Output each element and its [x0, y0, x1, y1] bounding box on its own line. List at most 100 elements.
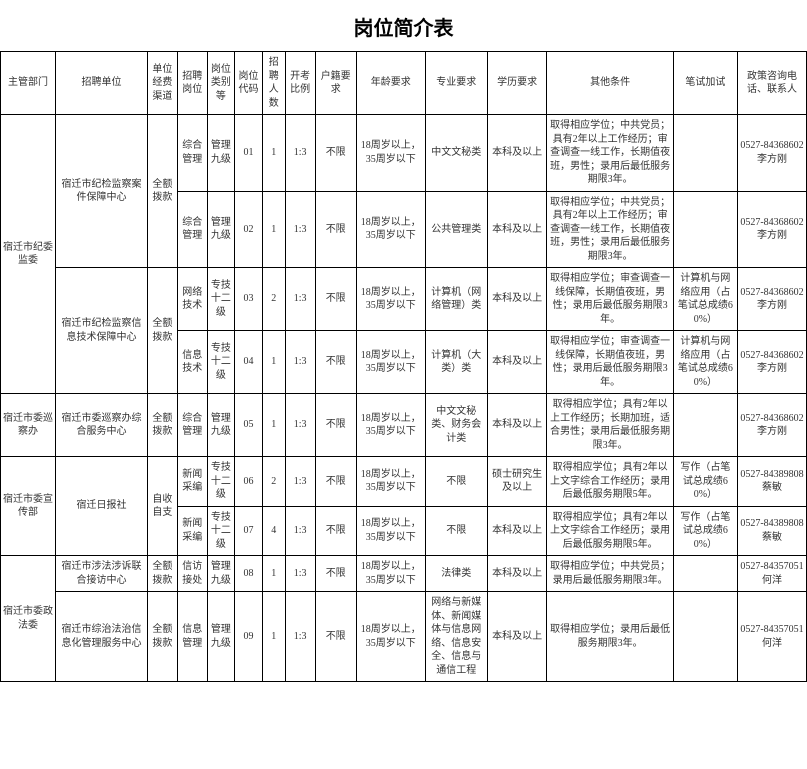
cell-edu: 本科及以上: [487, 115, 547, 192]
cell-cat: 专技十二级: [207, 331, 235, 394]
cell-code: 03: [235, 268, 263, 331]
cell-age: 18周岁以上，35周岁以下: [356, 506, 425, 556]
cell-major: 计算机（网络管理）类: [425, 268, 487, 331]
cell-major: 公共管理类: [425, 191, 487, 268]
col-dept: 主管部门: [1, 52, 56, 115]
cell-post: 综合管理: [177, 191, 207, 268]
cell-ratio: 1:3: [285, 394, 315, 457]
cell-huji: 不限: [315, 191, 356, 268]
cell-dept: 宿迁市委巡察办: [1, 394, 56, 457]
cell-fund: 全额拨款: [147, 592, 177, 682]
cell-fund: 全额拨款: [147, 268, 177, 394]
col-code: 岗位代码: [235, 52, 263, 115]
table-row: 宿迁市委政法委宿迁市涉法涉诉联合接访中心全额拨款信访接处管理九级0811:3不限…: [1, 556, 807, 592]
cell-cat: 管理九级: [207, 191, 235, 268]
cell-post: 网络技术: [177, 268, 207, 331]
cell-huji: 不限: [315, 331, 356, 394]
cell-major: 不限: [425, 506, 487, 556]
cell-major: 中文文秘类、财务会计类: [425, 394, 487, 457]
cell-other: 取得相应学位；中共党员；具有2年以上工作经历；审查调查一线工作，长期值夜班，男性…: [547, 115, 673, 192]
cell-huji: 不限: [315, 394, 356, 457]
cell-post: 综合管理: [177, 115, 207, 192]
cell-extra-test: [673, 191, 737, 268]
col-major: 专业要求: [425, 52, 487, 115]
cell-post: 新闻采编: [177, 457, 207, 507]
cell-num: 2: [262, 268, 285, 331]
col-extra-test: 笔试加试: [673, 52, 737, 115]
cell-huji: 不限: [315, 556, 356, 592]
cell-age: 18周岁以上，35周岁以下: [356, 268, 425, 331]
cell-dept: 宿迁市纪委监委: [1, 115, 56, 394]
cell-other: 取得相应学位；中共党员；具有2年以上工作经历；审查调查一线工作，长期值夜班，男性…: [547, 191, 673, 268]
page-title: 岗位简介表: [0, 0, 807, 51]
cell-huji: 不限: [315, 115, 356, 192]
cell-ratio: 1:3: [285, 191, 315, 268]
cell-num: 1: [262, 556, 285, 592]
cell-other: 取得相应学位；中共党员；录用后最低服务期限3年。: [547, 556, 673, 592]
cell-contact: 0527-84368602 李方刚: [738, 268, 807, 331]
cell-contact: 0527-84368602 李方刚: [738, 394, 807, 457]
cell-num: 1: [262, 331, 285, 394]
cell-extra-test: 写作（占笔试总成绩60%）: [673, 457, 737, 507]
cell-code: 09: [235, 592, 263, 682]
table-header-row: 主管部门 招聘单位 单位经费渠道 招聘岗位 岗位类别等 岗位代码 招聘人数 开考…: [1, 52, 807, 115]
cell-cat: 管理九级: [207, 556, 235, 592]
col-fund: 单位经费渠道: [147, 52, 177, 115]
cell-edu: 硕士研究生及以上: [487, 457, 547, 507]
cell-extra-test: 计算机与网络应用（占笔试总成绩60%）: [673, 268, 737, 331]
cell-num: 1: [262, 115, 285, 192]
cell-fund: 全额拨款: [147, 556, 177, 592]
cell-edu: 本科及以上: [487, 556, 547, 592]
cell-edu: 本科及以上: [487, 506, 547, 556]
cell-contact: 0527-84368602 李方刚: [738, 331, 807, 394]
job-table: 主管部门 招聘单位 单位经费渠道 招聘岗位 岗位类别等 岗位代码 招聘人数 开考…: [0, 51, 807, 682]
cell-num: 1: [262, 191, 285, 268]
cell-cat: 专技十二级: [207, 457, 235, 507]
cell-code: 06: [235, 457, 263, 507]
cell-huji: 不限: [315, 457, 356, 507]
col-cat: 岗位类别等: [207, 52, 235, 115]
cell-num: 2: [262, 457, 285, 507]
cell-num: 1: [262, 592, 285, 682]
cell-code: 05: [235, 394, 263, 457]
cell-code: 01: [235, 115, 263, 192]
cell-major: 法律类: [425, 556, 487, 592]
cell-major: 不限: [425, 457, 487, 507]
cell-other: 取得相应学位；具有2年以上文字综合工作经历；录用后最低服务期限5年。: [547, 506, 673, 556]
cell-fund: 全额拨款: [147, 394, 177, 457]
cell-age: 18周岁以上，35周岁以下: [356, 191, 425, 268]
cell-post: 综合管理: [177, 394, 207, 457]
cell-age: 18周岁以上，35周岁以下: [356, 115, 425, 192]
cell-unit: 宿迁市综治法治信息化管理服务中心: [56, 592, 148, 682]
cell-extra-test: 计算机与网络应用（占笔试总成绩60%）: [673, 331, 737, 394]
col-other: 其他条件: [547, 52, 673, 115]
cell-edu: 本科及以上: [487, 592, 547, 682]
cell-unit: 宿迁市涉法涉诉联合接访中心: [56, 556, 148, 592]
cell-extra-test: [673, 394, 737, 457]
col-age: 年龄要求: [356, 52, 425, 115]
cell-extra-test: [673, 592, 737, 682]
cell-dept: 宿迁市委政法委: [1, 556, 56, 682]
cell-fund: 全额拨款: [147, 115, 177, 268]
col-edu: 学历要求: [487, 52, 547, 115]
cell-huji: 不限: [315, 268, 356, 331]
table-row: 宿迁市综治法治信息化管理服务中心全额拨款信息管理管理九级0911:3不限18周岁…: [1, 592, 807, 682]
col-ratio: 开考比例: [285, 52, 315, 115]
cell-edu: 本科及以上: [487, 268, 547, 331]
col-huji: 户籍要求: [315, 52, 356, 115]
table-row: 宿迁市纪委监委宿迁市纪检监察案件保障中心全额拨款综合管理管理九级0111:3不限…: [1, 115, 807, 192]
cell-code: 04: [235, 331, 263, 394]
cell-age: 18周岁以上，35周岁以下: [356, 331, 425, 394]
cell-post: 信访接处: [177, 556, 207, 592]
table-row: 宿迁市委宣传部宿迁日报社自收自支新闻采编专技十二级0621:3不限18周岁以上，…: [1, 457, 807, 507]
cell-other: 取得相应学位；录用后最低服务期限3年。: [547, 592, 673, 682]
col-post: 招聘岗位: [177, 52, 207, 115]
cell-post: 信息管理: [177, 592, 207, 682]
cell-post: 新闻采编: [177, 506, 207, 556]
cell-extra-test: [673, 556, 737, 592]
cell-extra-test: 写作（占笔试总成绩60%）: [673, 506, 737, 556]
col-unit: 招聘单位: [56, 52, 148, 115]
cell-contact: 0527-84357051 何洋: [738, 556, 807, 592]
cell-unit: 宿迁市纪检监察案件保障中心: [56, 115, 148, 268]
cell-age: 18周岁以上，35周岁以下: [356, 556, 425, 592]
